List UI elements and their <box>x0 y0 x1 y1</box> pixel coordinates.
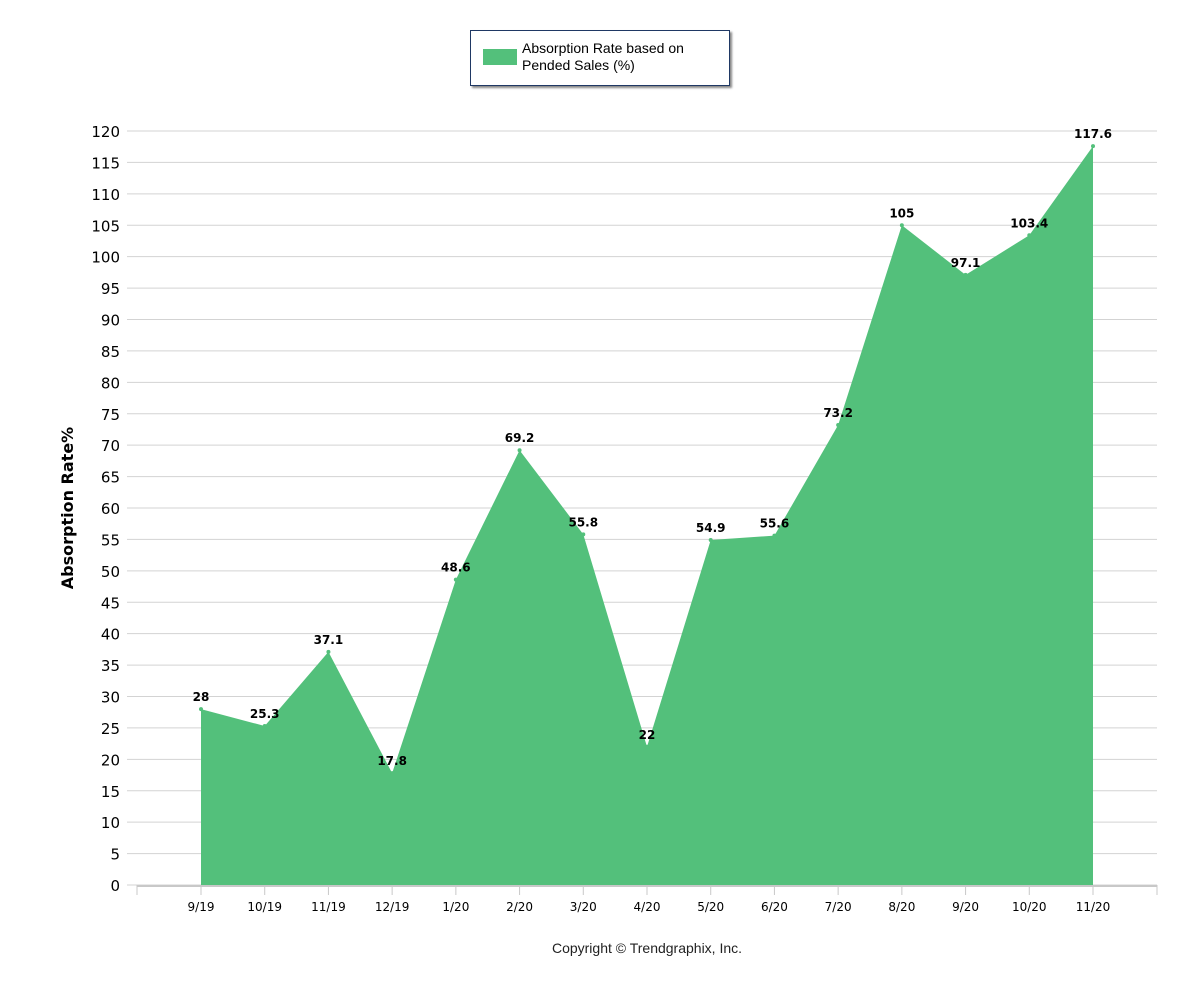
data-label: 97.1 <box>951 256 981 270</box>
y-tick-label: 100 <box>91 249 120 267</box>
data-label: 54.9 <box>696 521 726 535</box>
y-tick-label: 10 <box>101 814 120 832</box>
data-point <box>390 771 395 776</box>
legend-label: Absorption Rate based on Pended Sales (%… <box>522 40 684 73</box>
x-tick-label: 8/20 <box>888 900 915 914</box>
x-tick-label: 11/19 <box>311 900 346 914</box>
data-point <box>517 448 522 453</box>
y-tick-label: 60 <box>101 500 120 518</box>
y-tick-label: 120 <box>91 123 120 141</box>
legend-swatch <box>483 49 517 65</box>
x-tick-label: 4/20 <box>634 900 661 914</box>
x-tick-label: 9/19 <box>188 900 215 914</box>
y-tick-label: 5 <box>110 846 120 864</box>
x-tick-label: 11/20 <box>1076 900 1111 914</box>
y-tick-label: 55 <box>101 531 120 549</box>
x-tick-label: 6/20 <box>761 900 788 914</box>
y-tick-label: 50 <box>101 563 120 581</box>
y-tick-label: 110 <box>91 186 120 204</box>
x-tick-label: 1/20 <box>442 900 469 914</box>
y-tick-label: 115 <box>91 154 120 172</box>
data-point <box>326 649 331 654</box>
data-point <box>963 272 968 277</box>
x-tick-label: 9/20 <box>952 900 979 914</box>
y-tick-label: 70 <box>101 437 120 455</box>
y-tick-label: 45 <box>101 594 120 612</box>
data-label: 117.6 <box>1074 127 1112 141</box>
y-tick-label: 15 <box>101 783 120 801</box>
data-label: 25.3 <box>250 707 280 721</box>
y-tick-label: 65 <box>101 469 120 487</box>
data-label: 37.1 <box>314 633 344 647</box>
area-series <box>201 146 1093 885</box>
x-tick-label: 5/20 <box>697 900 724 914</box>
data-point <box>1027 233 1032 238</box>
legend: Absorption Rate based on Pended Sales (%… <box>470 30 730 86</box>
data-label: 73.2 <box>823 406 853 420</box>
y-tick-label: 30 <box>101 689 120 707</box>
data-point <box>772 533 777 538</box>
x-tick-label: 10/20 <box>1012 900 1047 914</box>
x-tick-label: 12/19 <box>375 900 410 914</box>
data-label: 55.6 <box>760 517 790 531</box>
y-tick-label: 20 <box>101 751 120 769</box>
data-point <box>453 577 458 582</box>
y-tick-label: 25 <box>101 720 120 738</box>
y-tick-label: 95 <box>101 280 120 298</box>
y-tick-label: 35 <box>101 657 120 675</box>
data-point <box>1091 144 1095 149</box>
y-tick-label: 105 <box>91 217 120 235</box>
data-label: 17.8 <box>377 754 407 768</box>
data-point <box>899 223 904 228</box>
data-point <box>262 724 267 729</box>
data-label: 22 <box>639 728 656 742</box>
data-label: 69.2 <box>505 431 535 445</box>
x-tick-label: 7/20 <box>825 900 852 914</box>
data-label: 105 <box>889 206 914 220</box>
data-label: 48.6 <box>441 561 471 575</box>
data-point <box>836 423 841 428</box>
y-tick-label: 80 <box>101 374 120 392</box>
x-tick-label: 10/19 <box>247 900 282 914</box>
y-axis-label: Absorption Rate% <box>58 427 77 589</box>
x-tick-label: 3/20 <box>570 900 597 914</box>
data-label: 103.4 <box>1010 216 1048 230</box>
data-point <box>645 744 649 749</box>
data-label: 55.8 <box>568 515 598 529</box>
x-tick-label: 2/20 <box>506 900 533 914</box>
y-tick-label: 85 <box>101 343 120 361</box>
y-tick-label: 90 <box>101 312 120 330</box>
data-label: 28 <box>193 690 210 704</box>
y-tick-label: 40 <box>101 626 120 644</box>
y-tick-label: 0 <box>110 877 120 895</box>
data-point <box>199 707 203 712</box>
data-point <box>581 532 586 537</box>
y-tick-label: 75 <box>101 406 120 424</box>
data-point <box>708 538 713 543</box>
copyright: Copyright © Trendgraphix, Inc. <box>551 940 743 956</box>
